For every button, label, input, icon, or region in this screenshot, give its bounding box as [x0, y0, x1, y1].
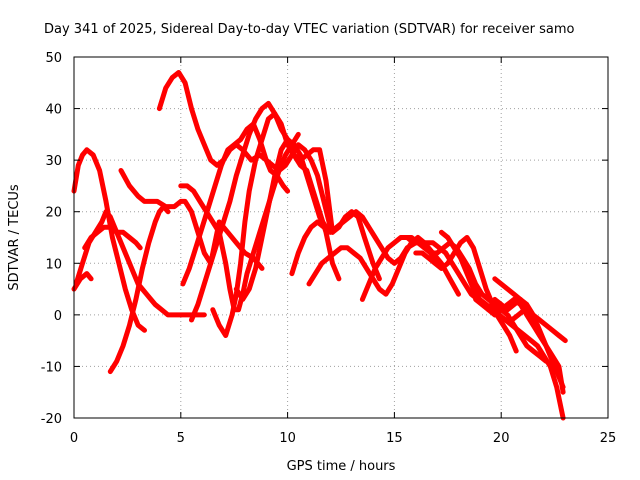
ticks: 0 5 10 15 20 25 -20 -10 0 10 20 30 40 50 — [41, 51, 617, 446]
y-tick-label: 20 — [45, 206, 62, 221]
series-line-arc-6 — [118, 168, 265, 271]
series-line-arc-16 — [402, 235, 549, 364]
y-tick-label: 10 — [45, 257, 62, 272]
series-line-arc-19 — [473, 296, 566, 395]
y-axis-label: SDTVAR / TECUs — [7, 184, 22, 291]
y-tick-label: 30 — [45, 154, 62, 169]
x-tick-label: 20 — [493, 431, 510, 446]
plot-frame — [73, 56, 609, 419]
x-tick-label: 0 — [70, 431, 78, 446]
series-line-arc-5 — [107, 204, 171, 375]
series-line-arc-12 — [233, 137, 382, 302]
series-line-arc-3 — [73, 209, 207, 318]
y-tick-label: 40 — [45, 103, 62, 118]
x-tick-label: 5 — [177, 431, 185, 446]
y-tick-label: -10 — [41, 360, 62, 375]
x-tick-label: 15 — [386, 431, 403, 446]
series-line-arc-7 — [156, 70, 291, 194]
series-line-arc-9 — [180, 121, 333, 287]
grid — [74, 57, 608, 418]
series-line-arc-11 — [210, 111, 335, 338]
x-tick-label: 10 — [279, 431, 296, 446]
y-tick-label: -20 — [41, 412, 62, 427]
x-tick-label: 25 — [600, 431, 617, 446]
series-group — [71, 70, 568, 421]
series-line-arc-17 — [413, 235, 566, 390]
chart-title: Day 341 of 2025, Sidereal Day-to-day VTE… — [44, 22, 575, 37]
series-line-arc-21 — [485, 296, 530, 313]
y-tick-label: 50 — [45, 51, 62, 66]
x-axis-label: GPS time / hours — [287, 459, 396, 474]
y-tick-label: 0 — [54, 309, 62, 324]
series-line-arc-18 — [438, 229, 566, 421]
series-line-arc-4 — [82, 224, 143, 251]
series-line-arc-20 — [492, 276, 568, 344]
